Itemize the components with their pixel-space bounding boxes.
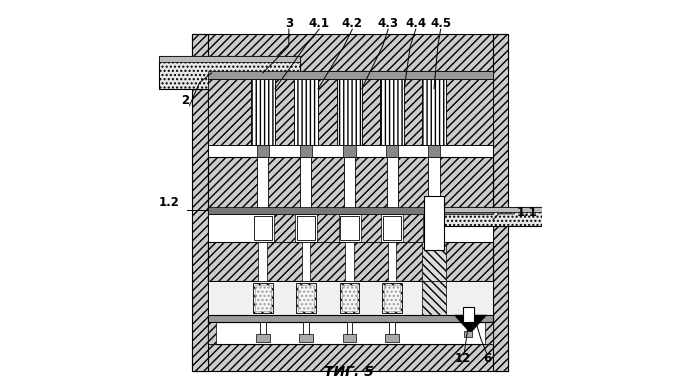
Bar	[192, 34, 208, 371]
Bar	[387, 242, 396, 281]
Polygon shape	[454, 315, 487, 333]
Bar	[345, 242, 354, 281]
Bar	[317, 214, 339, 242]
Bar	[493, 34, 509, 371]
Bar	[422, 242, 446, 281]
Bar	[159, 56, 300, 89]
Bar	[208, 157, 493, 210]
Bar	[404, 79, 422, 146]
Bar	[208, 71, 493, 79]
Bar	[208, 322, 493, 344]
Bar	[303, 322, 309, 340]
Bar	[464, 331, 472, 337]
Bar	[340, 216, 359, 240]
Bar	[428, 146, 440, 157]
Text: 4.5: 4.5	[430, 17, 451, 30]
Bar	[159, 56, 300, 62]
Bar	[422, 79, 446, 146]
Bar	[208, 71, 493, 146]
Bar	[258, 242, 267, 281]
Text: ΤИГ. 5: ΤИГ. 5	[324, 365, 374, 379]
Bar	[485, 322, 493, 344]
Text: 4.4: 4.4	[406, 17, 426, 30]
Bar	[208, 207, 493, 214]
Text: 1.2: 1.2	[158, 196, 179, 210]
Bar	[429, 157, 440, 210]
Bar	[297, 216, 315, 240]
Bar	[342, 285, 357, 311]
Bar	[300, 157, 311, 210]
Bar	[385, 285, 400, 311]
Bar	[387, 157, 398, 210]
Bar	[344, 157, 355, 210]
Bar	[318, 79, 337, 146]
Bar	[463, 307, 474, 322]
Bar	[274, 214, 295, 242]
Bar	[208, 79, 251, 146]
Bar	[255, 285, 271, 311]
Bar	[258, 157, 269, 210]
Bar	[302, 242, 311, 281]
Bar	[300, 146, 312, 157]
Bar	[340, 283, 359, 313]
Bar	[299, 334, 313, 342]
Text: 4.3: 4.3	[378, 17, 399, 30]
Bar	[382, 283, 402, 313]
Bar	[256, 334, 269, 342]
Bar	[380, 79, 404, 146]
Bar	[192, 344, 509, 371]
Bar	[253, 283, 273, 313]
Text: 4.1: 4.1	[309, 17, 329, 30]
Bar	[260, 322, 266, 340]
Bar	[208, 315, 493, 322]
Text: 1.1: 1.1	[517, 206, 537, 219]
Bar	[208, 281, 493, 315]
Bar	[298, 285, 313, 311]
Text: 4.2: 4.2	[342, 17, 363, 30]
Bar	[383, 216, 401, 240]
Bar	[431, 207, 542, 226]
Bar	[275, 79, 294, 146]
Bar	[347, 322, 352, 340]
Bar	[257, 146, 269, 157]
Bar	[446, 79, 493, 146]
Text: 6: 6	[484, 352, 491, 365]
Bar	[385, 334, 399, 342]
Bar	[192, 34, 509, 71]
Bar	[389, 322, 395, 340]
Bar	[386, 146, 398, 157]
Bar	[343, 334, 356, 342]
Bar	[294, 79, 318, 146]
Bar	[361, 214, 381, 242]
Bar	[431, 207, 542, 212]
Bar	[208, 242, 493, 281]
Bar	[424, 196, 444, 249]
Bar	[208, 214, 493, 242]
Bar	[337, 79, 362, 146]
Text: 2: 2	[181, 94, 189, 107]
Bar	[403, 214, 423, 242]
Text: 12: 12	[454, 352, 471, 365]
Bar	[253, 216, 272, 240]
Bar	[208, 322, 216, 344]
Bar	[251, 79, 275, 146]
Text: 3: 3	[285, 17, 293, 30]
Bar	[296, 283, 316, 313]
Bar	[343, 146, 355, 157]
Bar	[422, 281, 446, 315]
Bar	[362, 79, 380, 146]
